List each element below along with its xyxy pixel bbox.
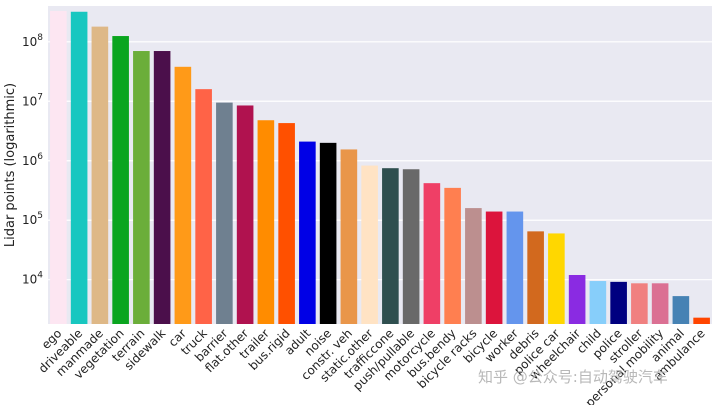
bar bbox=[527, 231, 544, 324]
bar bbox=[402, 169, 420, 324]
bar bbox=[568, 274, 586, 324]
bar bbox=[423, 183, 441, 324]
watermark-text: 知乎 @公众号:自动驾驶汽车 bbox=[478, 368, 668, 386]
bar bbox=[548, 233, 565, 324]
y-tick-label: 105 bbox=[22, 211, 43, 227]
y-tick-label: 104 bbox=[22, 271, 43, 287]
bar bbox=[70, 11, 88, 324]
bar bbox=[465, 208, 482, 324]
bar bbox=[340, 149, 358, 324]
bar bbox=[153, 51, 171, 324]
bar bbox=[278, 123, 295, 325]
bar bbox=[485, 211, 503, 324]
bar bbox=[50, 10, 67, 324]
bar bbox=[112, 36, 129, 325]
bar bbox=[319, 142, 337, 324]
bar bbox=[174, 66, 192, 324]
bar bbox=[506, 211, 524, 324]
bar bbox=[133, 51, 150, 324]
y-axis-ticks: 104 105 106 107 108 bbox=[22, 33, 43, 287]
bar bbox=[257, 120, 275, 324]
bar bbox=[361, 165, 378, 324]
bar bbox=[195, 89, 212, 325]
bar bbox=[610, 281, 627, 324]
bar bbox=[589, 281, 607, 324]
bar bbox=[216, 102, 233, 324]
bar bbox=[236, 105, 254, 324]
y-axis-label: Lidar points (logarithmic) bbox=[3, 83, 18, 247]
bars bbox=[50, 10, 710, 325]
bar bbox=[91, 26, 109, 324]
bar bbox=[444, 187, 461, 324]
bar bbox=[693, 317, 710, 324]
bar bbox=[672, 296, 690, 324]
bar bbox=[299, 141, 316, 324]
y-tick-label: 108 bbox=[22, 33, 43, 49]
bar bbox=[631, 283, 648, 324]
bar bbox=[651, 283, 669, 324]
y-tick-label: 106 bbox=[22, 152, 43, 168]
x-axis-labels: egodriveablemanmadevegetationterrainside… bbox=[36, 326, 708, 405]
y-tick-label: 107 bbox=[22, 92, 43, 108]
bar bbox=[382, 168, 399, 324]
